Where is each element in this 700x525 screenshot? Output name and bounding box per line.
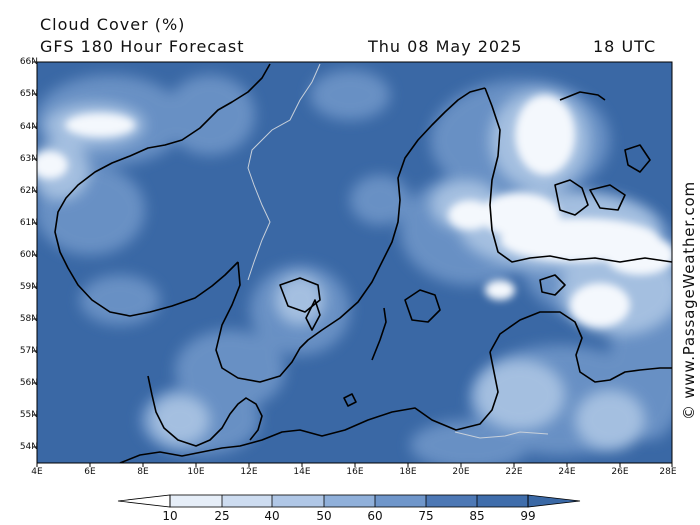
colorbar-bin	[170, 495, 222, 507]
lat-label: 59N	[19, 282, 38, 292]
lon-label: 6E	[84, 467, 96, 477]
lon-label: 4E	[31, 467, 43, 477]
lon-label: 14E	[293, 467, 311, 477]
lat-label: 54N	[19, 442, 38, 452]
colorbar-tick-label: 75	[418, 509, 434, 523]
colorbar-tick-label: 40	[264, 509, 280, 523]
gulf-bothnia-islands	[554, 179, 589, 216]
land-borders	[247, 63, 549, 439]
lat-label: 56N	[19, 378, 38, 388]
lon-ticks	[36, 463, 673, 467]
colorbar-bin	[222, 495, 272, 507]
colorbar-tick-label: 25	[214, 509, 230, 523]
coast-sweden	[215, 87, 486, 383]
lake-vattern	[305, 299, 321, 331]
colorbar-tick-label: 50	[316, 509, 332, 523]
coast-germany-poland	[119, 351, 499, 463]
colorbar-bin	[375, 495, 426, 507]
colorbar	[117, 494, 581, 508]
model-line: GFS 180 Hour Forecast	[40, 37, 245, 56]
valid-time: 18 UTC	[593, 37, 657, 56]
lon-label: 22E	[505, 467, 523, 477]
colorbar-right-arrow	[527, 494, 581, 508]
colorbar-bin	[324, 495, 375, 507]
lat-label: 64N	[19, 122, 38, 132]
lat-label: 66N	[19, 57, 38, 67]
lon-label: 10E	[187, 467, 205, 477]
colorbar-tick-label: 60	[367, 509, 383, 523]
colorbar-bin	[272, 495, 324, 507]
coast-finland	[484, 87, 672, 263]
lat-label: 65N	[19, 89, 38, 99]
coastlines	[54, 63, 672, 463]
lon-label: 18E	[399, 467, 417, 477]
lake-vanern	[279, 277, 321, 313]
island-gotland	[371, 307, 387, 361]
lakes-finland	[589, 144, 651, 211]
coast-denmark	[147, 375, 263, 447]
lon-label: 12E	[240, 467, 258, 477]
lon-label: 16E	[346, 467, 364, 477]
kola-coast	[559, 91, 606, 101]
bornholm	[343, 393, 357, 407]
colorbar-tick-label: 10	[162, 509, 178, 523]
coast-baltics	[489, 311, 672, 383]
lat-label: 55N	[19, 410, 38, 420]
lon-label: 20E	[452, 467, 470, 477]
coast-norway	[54, 63, 271, 317]
credit-text[interactable]: © www.PassageWeather.com	[680, 181, 698, 420]
lon-label: 28E	[659, 467, 677, 477]
map-title: Cloud Cover (%)	[40, 15, 186, 34]
colorbar-tick-label: 99	[520, 509, 536, 523]
valid-date: Thu 08 May 2025	[368, 37, 523, 56]
colorbar-left-arrow	[117, 494, 171, 508]
cloud-clear-areas	[37, 95, 672, 327]
colorbar-bin	[477, 495, 528, 507]
lat-label: 57N	[19, 346, 38, 356]
lat-label: 58N	[19, 314, 38, 324]
lat-label: 63N	[19, 154, 38, 164]
lat-label: 60N	[19, 250, 38, 260]
cloud-field	[37, 62, 672, 463]
lon-label: 24E	[558, 467, 576, 477]
lat-label: 61N	[19, 218, 38, 228]
lat-ticks	[33, 61, 37, 448]
lat-label: 62N	[19, 186, 38, 196]
lon-label: 26E	[611, 467, 629, 477]
lon-label: 8E	[137, 467, 149, 477]
island-oland	[404, 289, 441, 323]
colorbar-bin	[426, 495, 477, 507]
colorbar-tick-label: 85	[469, 509, 485, 523]
estonia-islands	[539, 274, 566, 296]
